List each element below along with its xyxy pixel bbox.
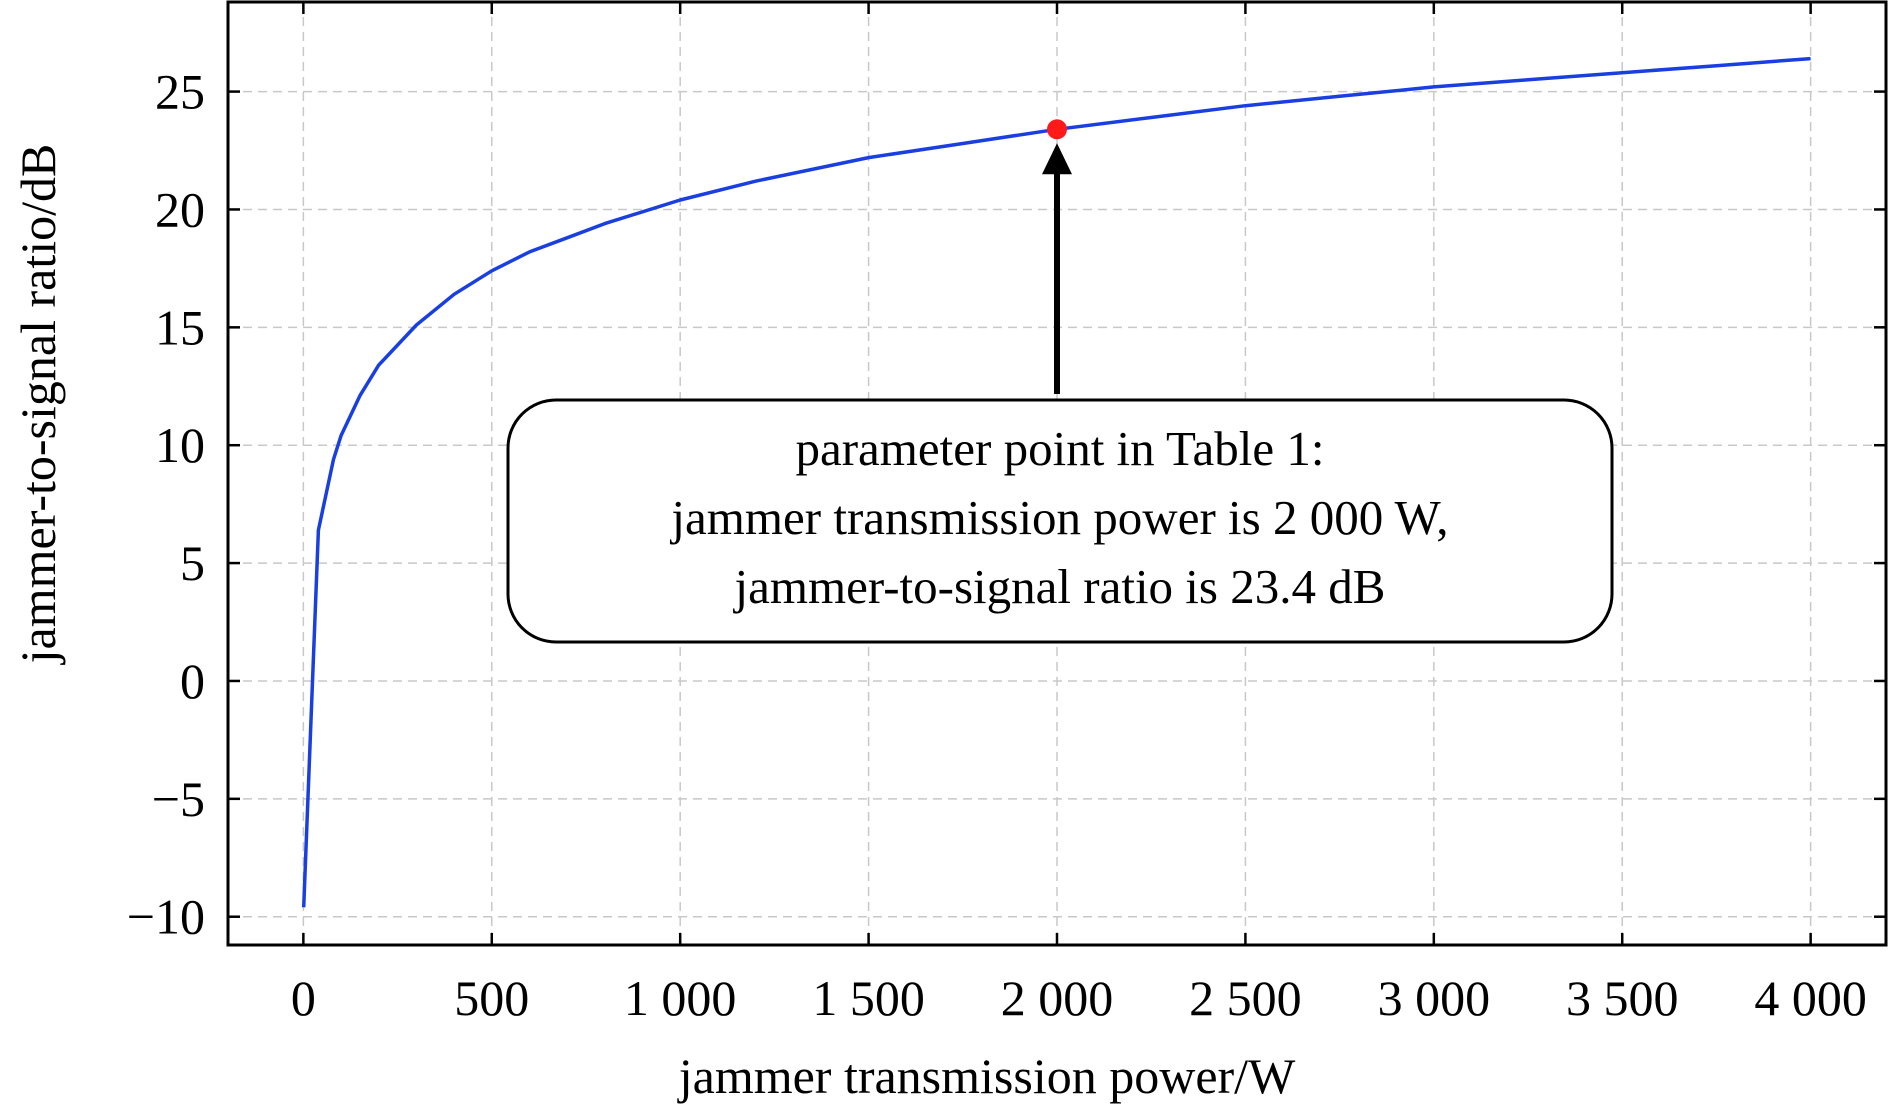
x-tick-labels: 0 500 1 000 1 500 2 000 2 500 3 000 3 500 4 000 — [291, 970, 1867, 1026]
annotation-line: jammer-to-signal ratio is 23.4 dB — [733, 559, 1386, 614]
x-tick-label: 2 000 — [1001, 970, 1114, 1026]
y-tick-label: 15 — [155, 299, 205, 355]
annotation-box — [506, 398, 1614, 644]
x-tick-label: 2 500 — [1189, 970, 1302, 1026]
highlight-point — [1047, 119, 1067, 140]
annotation-line: jammer transmission power is 2 000 W, — [669, 490, 1448, 545]
y-axis-title: jammer-to-signal ratio/dB — [10, 144, 66, 666]
y-tick-labels: −10 −5 0 5 10 15 20 25 — [127, 64, 205, 945]
y-tick-label: −10 — [127, 889, 205, 945]
y-tick-label: 10 — [155, 417, 205, 473]
x-tick-label: 4 000 — [1754, 970, 1867, 1026]
x-tick-label: 3 500 — [1566, 970, 1679, 1026]
annotation: parameter point in Table 1: jammer transm… — [506, 143, 1614, 644]
x-tick-label: 500 — [454, 970, 529, 1026]
x-tick-label: 3 000 — [1378, 970, 1491, 1026]
annotation-line: parameter point in Table 1: — [795, 421, 1324, 476]
x-axis-title: jammer transmission power/W — [677, 1048, 1296, 1104]
plot-frame — [226, 0, 1888, 947]
y-tick-label: 20 — [155, 181, 205, 237]
y-tick-label: 25 — [155, 64, 205, 120]
y-tick-label: 5 — [180, 535, 205, 591]
x-tick-label: 1 000 — [624, 970, 737, 1026]
series-layer — [301, 56, 1811, 908]
x-tick-label: 0 — [291, 970, 316, 1026]
series-line-0 — [301, 56, 1811, 908]
annotation-arrow-head — [1042, 143, 1072, 175]
axis-ticks — [228, 2, 1886, 945]
y-tick-label: 0 — [180, 653, 205, 709]
x-tick-label: 1 500 — [812, 970, 925, 1026]
y-tick-label: −5 — [152, 771, 205, 827]
